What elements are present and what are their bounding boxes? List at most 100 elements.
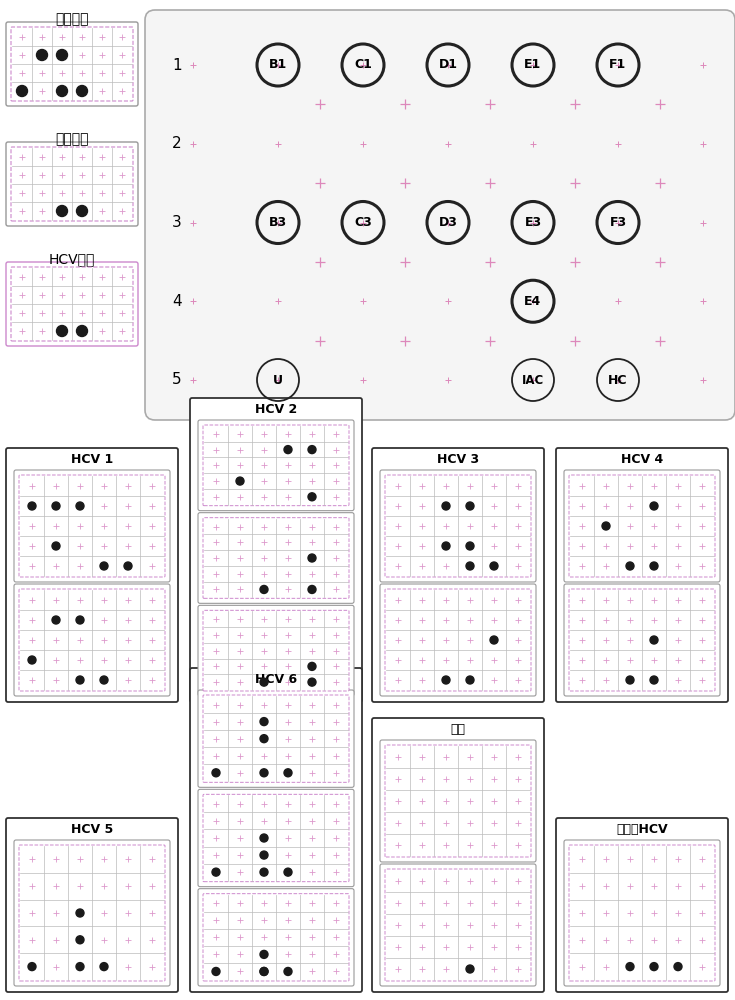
Text: F1: F1 bbox=[609, 58, 627, 72]
Circle shape bbox=[28, 963, 36, 971]
Circle shape bbox=[442, 502, 450, 510]
Circle shape bbox=[308, 585, 316, 593]
FancyBboxPatch shape bbox=[19, 845, 165, 981]
Circle shape bbox=[626, 562, 634, 570]
FancyBboxPatch shape bbox=[203, 425, 349, 506]
Text: C3: C3 bbox=[354, 216, 372, 229]
Circle shape bbox=[260, 950, 268, 958]
FancyBboxPatch shape bbox=[385, 475, 531, 577]
Circle shape bbox=[260, 678, 268, 686]
FancyBboxPatch shape bbox=[385, 869, 531, 981]
Text: B: B bbox=[273, 0, 283, 2]
FancyBboxPatch shape bbox=[203, 518, 349, 598]
Text: HC: HC bbox=[609, 373, 628, 386]
Text: G: G bbox=[697, 0, 709, 2]
FancyBboxPatch shape bbox=[198, 789, 354, 887]
FancyBboxPatch shape bbox=[6, 818, 178, 992]
Circle shape bbox=[16, 86, 27, 97]
Circle shape bbox=[57, 86, 68, 97]
FancyBboxPatch shape bbox=[380, 470, 536, 582]
Circle shape bbox=[76, 963, 84, 971]
FancyBboxPatch shape bbox=[198, 420, 354, 511]
FancyBboxPatch shape bbox=[564, 840, 720, 986]
Circle shape bbox=[442, 676, 450, 684]
Text: A: A bbox=[188, 0, 198, 2]
Text: 无效: 无效 bbox=[451, 723, 465, 736]
Circle shape bbox=[626, 676, 634, 684]
Text: 2: 2 bbox=[172, 136, 182, 151]
FancyBboxPatch shape bbox=[14, 840, 170, 986]
Circle shape bbox=[52, 542, 60, 550]
Text: E: E bbox=[528, 0, 538, 2]
Circle shape bbox=[674, 963, 682, 971]
Circle shape bbox=[76, 502, 84, 510]
Circle shape bbox=[650, 963, 658, 971]
Text: U: U bbox=[273, 373, 283, 386]
Circle shape bbox=[260, 967, 268, 975]
FancyBboxPatch shape bbox=[564, 584, 720, 696]
Circle shape bbox=[308, 446, 316, 454]
Circle shape bbox=[76, 616, 84, 624]
Text: HCV 2: HCV 2 bbox=[255, 403, 297, 416]
FancyBboxPatch shape bbox=[198, 889, 354, 986]
Circle shape bbox=[28, 656, 36, 664]
Circle shape bbox=[260, 868, 268, 876]
FancyBboxPatch shape bbox=[569, 845, 715, 981]
FancyBboxPatch shape bbox=[203, 894, 349, 981]
Text: HCV 6: HCV 6 bbox=[255, 673, 297, 686]
Text: D3: D3 bbox=[439, 216, 457, 229]
Circle shape bbox=[100, 676, 108, 684]
FancyBboxPatch shape bbox=[6, 22, 138, 106]
Text: E4: E4 bbox=[524, 295, 542, 308]
FancyBboxPatch shape bbox=[380, 864, 536, 986]
Circle shape bbox=[212, 769, 220, 777]
FancyBboxPatch shape bbox=[190, 668, 362, 992]
Circle shape bbox=[57, 326, 68, 336]
Circle shape bbox=[76, 676, 84, 684]
FancyBboxPatch shape bbox=[6, 262, 138, 346]
FancyBboxPatch shape bbox=[19, 589, 165, 691]
Circle shape bbox=[28, 502, 36, 510]
Circle shape bbox=[212, 967, 220, 975]
FancyBboxPatch shape bbox=[556, 448, 728, 702]
Text: D1: D1 bbox=[439, 58, 457, 72]
Text: E1: E1 bbox=[524, 58, 542, 72]
Circle shape bbox=[124, 562, 132, 570]
Circle shape bbox=[260, 735, 268, 743]
Circle shape bbox=[308, 493, 316, 501]
FancyBboxPatch shape bbox=[556, 818, 728, 992]
Circle shape bbox=[650, 502, 658, 510]
Text: HCV 5: HCV 5 bbox=[71, 823, 113, 836]
Text: HCV 4: HCV 4 bbox=[621, 453, 663, 466]
Circle shape bbox=[490, 562, 498, 570]
Circle shape bbox=[57, 206, 68, 217]
Circle shape bbox=[308, 662, 316, 670]
Circle shape bbox=[466, 542, 474, 550]
Text: 阳性对照: 阳性对照 bbox=[55, 12, 89, 26]
Circle shape bbox=[212, 868, 220, 876]
FancyBboxPatch shape bbox=[14, 470, 170, 582]
Text: HCV 3: HCV 3 bbox=[437, 453, 479, 466]
Text: C1: C1 bbox=[354, 58, 372, 72]
FancyBboxPatch shape bbox=[11, 27, 133, 101]
Circle shape bbox=[100, 963, 108, 971]
FancyBboxPatch shape bbox=[14, 584, 170, 696]
FancyBboxPatch shape bbox=[385, 745, 531, 857]
Circle shape bbox=[602, 522, 610, 530]
Circle shape bbox=[650, 676, 658, 684]
Circle shape bbox=[76, 86, 87, 97]
Circle shape bbox=[650, 636, 658, 644]
Circle shape bbox=[260, 769, 268, 777]
FancyBboxPatch shape bbox=[385, 589, 531, 691]
Text: F3: F3 bbox=[609, 216, 626, 229]
Circle shape bbox=[260, 967, 268, 975]
FancyBboxPatch shape bbox=[372, 448, 544, 702]
Circle shape bbox=[284, 967, 292, 975]
FancyBboxPatch shape bbox=[569, 475, 715, 577]
Text: IAC: IAC bbox=[522, 373, 544, 386]
FancyBboxPatch shape bbox=[380, 584, 536, 696]
Circle shape bbox=[52, 616, 60, 624]
Text: 1: 1 bbox=[172, 57, 182, 73]
Text: D: D bbox=[442, 0, 454, 2]
FancyBboxPatch shape bbox=[203, 695, 349, 782]
